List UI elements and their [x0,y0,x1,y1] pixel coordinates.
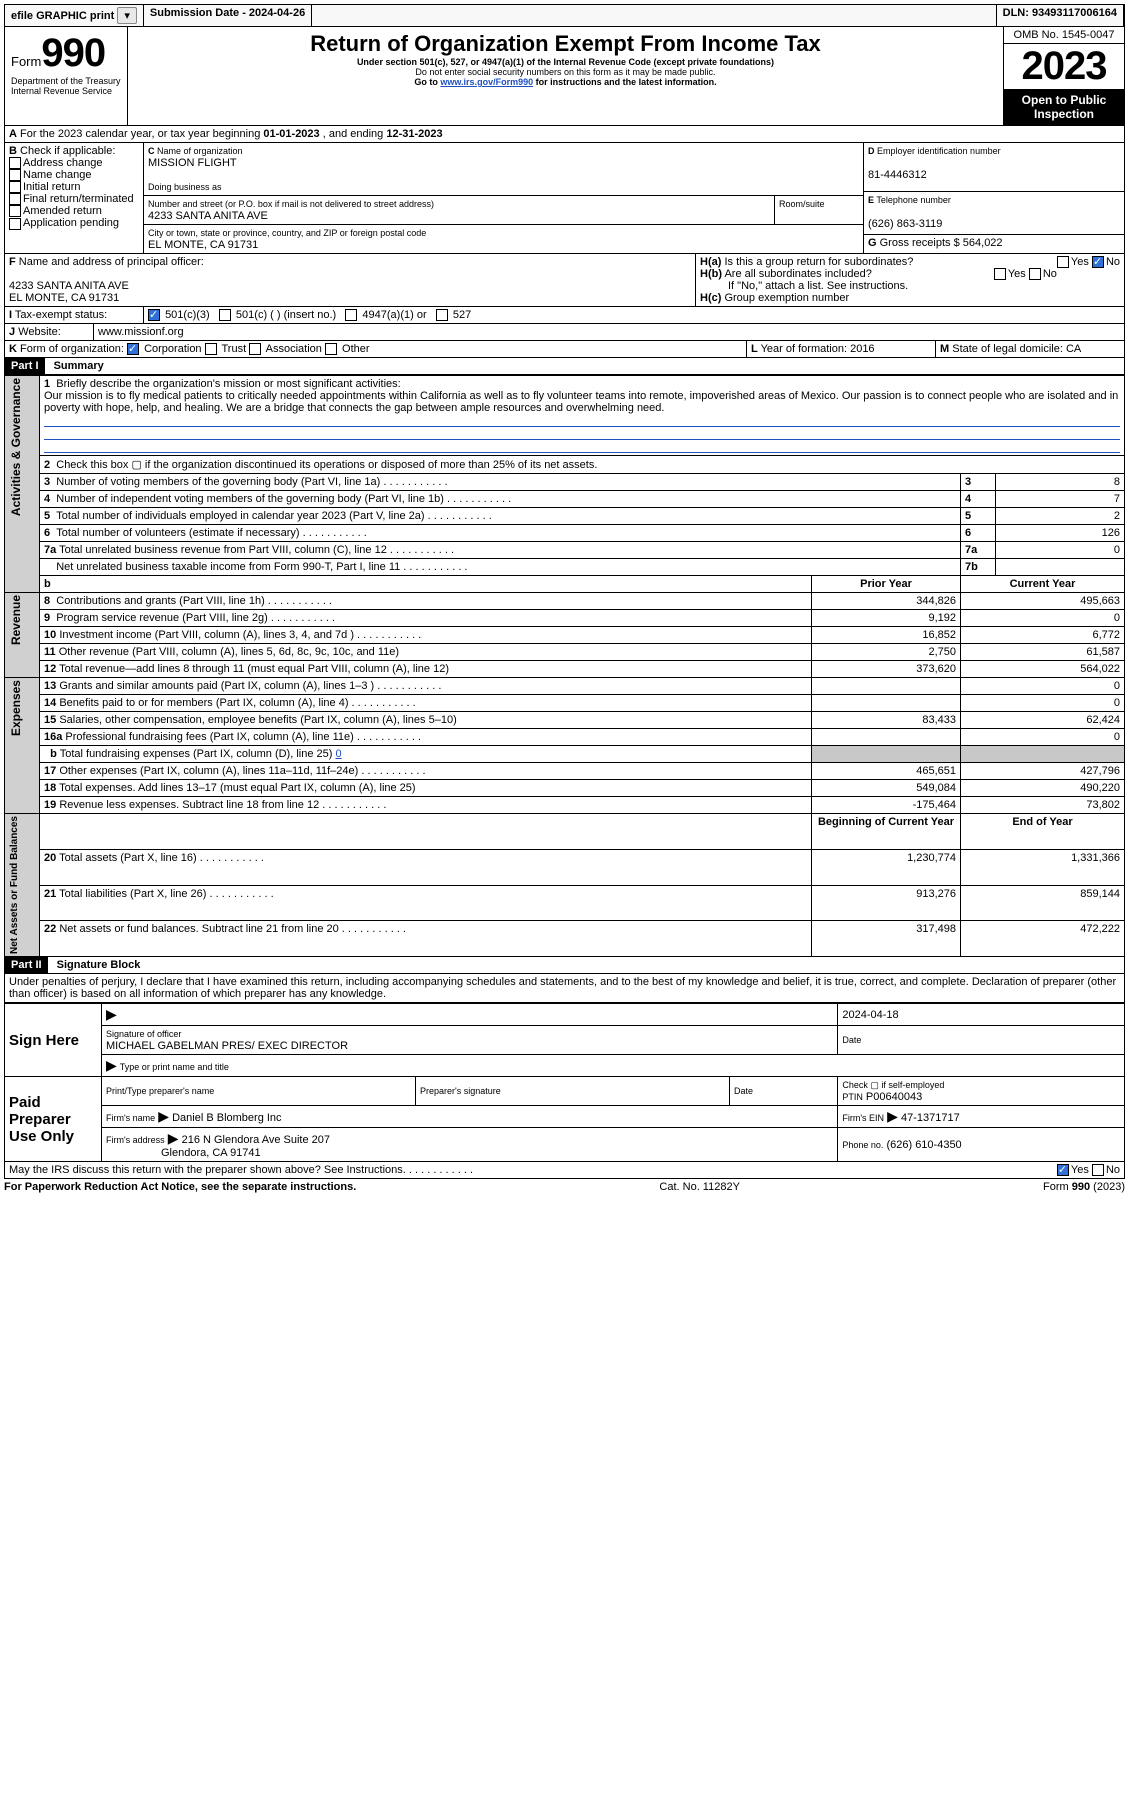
irs-link[interactable]: www.irs.gov/Form990 [440,77,533,87]
mission-text: Our mission is to fly medical patients t… [44,390,1118,414]
section-l: L Year of formation: 2016 [747,341,936,357]
part2-hdr: Part II [5,957,48,973]
side-expenses: Expenses [9,680,23,736]
dept-treasury: Department of the Treasury [11,76,121,86]
subtitle-2: Do not enter social security numbers on … [134,67,997,77]
section-i-label: I Tax-exempt status: [5,307,144,323]
open-public: Open to Public Inspection [1004,89,1124,125]
form-label: Form990 [11,31,121,76]
declaration: Under penalties of perjury, I declare th… [4,974,1125,1003]
top-bar: efile GRAPHIC print ▾ Submission Date - … [4,4,1125,27]
subtitle-3: Go to www.irs.gov/Form990 for instructio… [134,77,997,87]
efile-label: efile GRAPHIC print ▾ [5,5,144,26]
org-name: MISSION FLIGHT [148,157,237,169]
officer-name: MICHAEL GABELMAN PRES/ EXEC DIRECTOR [106,1040,348,1052]
irs-label: Internal Revenue Service [11,86,121,96]
line-a: A For the 2023 calendar year, or tax yea… [4,126,1125,143]
subtitle-1: Under section 501(c), 527, or 4947(a)(1)… [134,57,997,67]
part1-title: Summary [48,360,104,372]
firm-name: Daniel B Blomberg Inc [172,1112,281,1124]
print-button[interactable]: ▾ [117,7,137,24]
section-m: M State of legal domicile: CA [936,341,1124,357]
side-governance: Activities & Governance [9,378,23,516]
form-title: Return of Organization Exempt From Incom… [134,31,997,57]
section-k: K Form of organization: Corporation Trus… [5,341,747,357]
website: www.missionf.org [94,324,1124,340]
side-revenue: Revenue [9,595,23,645]
summary-table: Activities & Governance 1 Briefly descri… [4,375,1125,957]
side-netassets: Net Assets or Fund Balances [9,816,20,954]
section-j-label: J Website: [5,324,94,340]
discuss-row: May the IRS discuss this return with the… [4,1162,1125,1179]
section-b: B Check if applicable: Address change Na… [5,143,144,253]
section-f: F Name and address of principal officer:… [5,254,696,306]
phone: (626) 863-3119 [868,218,942,230]
dln: DLN: 93493117006164 [997,5,1124,26]
section-c: C Name of organization MISSION FLIGHT Do… [144,143,864,253]
org-address: 4233 SANTA ANITA AVE [148,210,268,222]
section-i-opts: 501(c)(3) 501(c) ( ) (insert no.) 4947(a… [144,307,1124,323]
tax-year: 2023 [1004,44,1124,89]
gross-receipts: 564,022 [963,237,1003,249]
section-deg: D Employer identification number 81-4446… [864,143,1124,253]
org-city: EL MONTE, CA 91731 [148,239,258,251]
section-h: H(a) Is this a group return for subordin… [696,254,1124,306]
part2-title: Signature Block [51,959,141,971]
ein: 81-4446312 [868,169,927,181]
submission-date: Submission Date - 2024-04-26 [144,5,312,26]
footer: For Paperwork Reduction Act Notice, see … [4,1179,1125,1193]
signature-table: Sign Here ▶ 2024-04-18 Signature of offi… [4,1003,1125,1162]
omb-number: OMB No. 1545-0047 [1004,27,1124,44]
part1-hdr: Part I [5,358,45,374]
